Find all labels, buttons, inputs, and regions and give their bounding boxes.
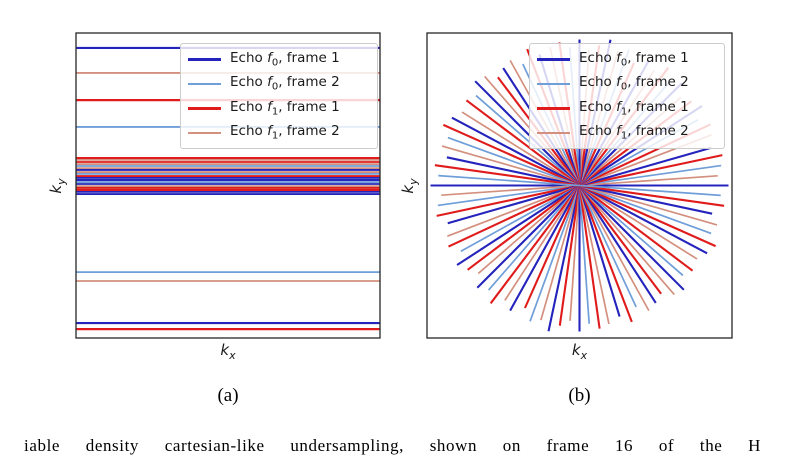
panel-a-ylabel-base: k xyxy=(47,184,65,194)
legend-line-sample xyxy=(537,58,570,61)
legend-line-sample xyxy=(537,131,570,134)
panel-b-frame xyxy=(426,32,733,339)
legend-line-sample xyxy=(188,107,221,110)
legend-line-sample xyxy=(188,131,221,134)
echo-subscript: 0 xyxy=(620,82,628,94)
panel-b-xlabel: kx xyxy=(427,341,732,362)
legend-entry-label: Echo f1, frame 1 xyxy=(230,98,340,118)
panel-b-ylabel: ky xyxy=(399,168,420,204)
legend-entry: Echo f0, frame 2 xyxy=(537,72,717,97)
echo-symbol: f xyxy=(267,49,272,66)
legend-entry-label: Echo f0, frame 2 xyxy=(230,74,340,94)
panel-a-xlabel-sub: x xyxy=(229,349,236,362)
figure-caption-cutoff: iable density cartesian-like undersampli… xyxy=(24,436,761,455)
legend-entry: Echo f0, frame 2 xyxy=(188,72,370,97)
panel-b-caption: (b) xyxy=(568,385,591,406)
panel-a-xlabel-base: k xyxy=(220,341,230,359)
legend-entry-label: Echo f0, frame 1 xyxy=(579,49,689,69)
echo-subscript: 1 xyxy=(620,106,628,118)
echo-symbol: f xyxy=(267,98,272,115)
kspace-sampling-figure: Echo f0, frame 1 Echo f0, frame 2 Echo f1,… xyxy=(24,32,760,455)
legend-entry-label: Echo f0, frame 1 xyxy=(230,49,340,69)
legend-entry-label: Echo f0, frame 2 xyxy=(579,74,689,94)
echo-symbol: f xyxy=(267,123,272,140)
legend-entry: Echo f0, frame 1 xyxy=(188,47,370,72)
legend-entry: Echo f1, frame 2 xyxy=(188,121,370,146)
echo-subscript: 0 xyxy=(271,57,279,69)
legend-line-sample xyxy=(188,58,221,61)
panel-a-frame xyxy=(75,32,381,339)
echo-subscript: 1 xyxy=(271,131,279,143)
panel-a-ylabel-sub: y xyxy=(55,178,68,185)
panel-a-ylabel: ky xyxy=(47,168,68,204)
echo-subscript: 1 xyxy=(271,106,279,118)
echo-symbol: f xyxy=(616,74,621,91)
legend-line-sample xyxy=(537,82,570,85)
kspace-spoke-echo0_frame2 xyxy=(438,174,721,197)
panel-a-xlabel: kx xyxy=(76,341,380,362)
echo-symbol: f xyxy=(616,49,621,66)
legend-line-sample xyxy=(188,82,221,85)
legend-entry: Echo f1, frame 1 xyxy=(188,96,370,121)
panel-a-lines xyxy=(76,46,380,331)
legend-panel-b: Echo f0, frame 1 Echo f0, frame 2 Echo f1,… xyxy=(529,43,725,149)
legend-entry-label: Echo f1, frame 2 xyxy=(230,123,340,143)
panel-b-xlabel-sub: x xyxy=(580,349,588,362)
legend-entry: Echo f1, frame 2 xyxy=(537,121,717,146)
legend-entry: Echo f1, frame 1 xyxy=(537,96,717,121)
panel-b-ylabel-base: k xyxy=(399,184,417,194)
panel-a-caption: (a) xyxy=(217,385,239,406)
legend-entry-label: Echo f1, frame 1 xyxy=(579,98,689,118)
legend-line-sample xyxy=(537,107,570,110)
echo-subscript: 0 xyxy=(271,82,279,94)
legend-entry-label: Echo f1, frame 2 xyxy=(579,123,689,143)
echo-symbol: f xyxy=(616,123,621,140)
legend-panel-a: Echo f0, frame 1 Echo f0, frame 2 Echo f1,… xyxy=(180,43,378,149)
echo-subscript: 1 xyxy=(620,131,628,143)
panel-b-ylabel-sub: y xyxy=(407,178,420,185)
echo-symbol: f xyxy=(616,98,621,115)
legend-entry: Echo f0, frame 1 xyxy=(537,47,717,72)
echo-subscript: 0 xyxy=(620,57,628,69)
panel-b-xlabel-base: k xyxy=(571,341,581,359)
echo-symbol: f xyxy=(267,74,272,91)
